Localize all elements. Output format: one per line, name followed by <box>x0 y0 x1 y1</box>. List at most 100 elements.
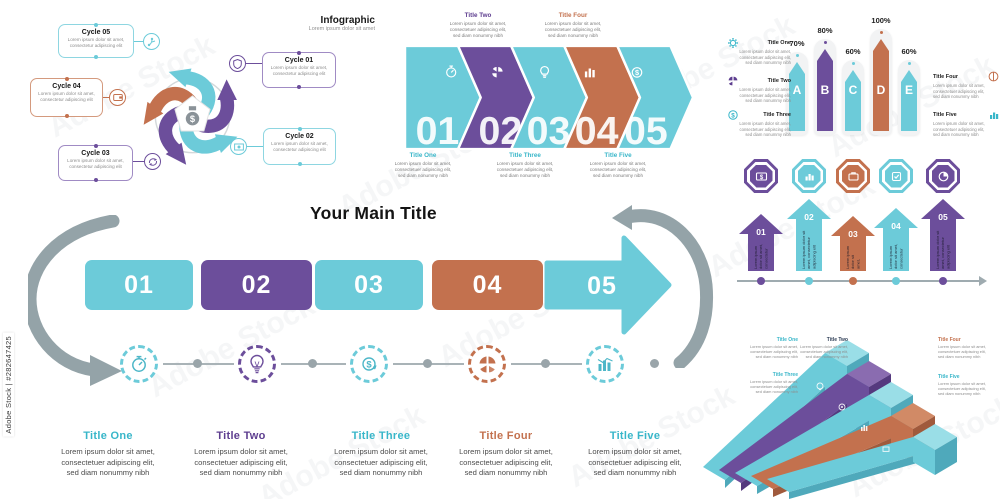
text: Lorem ipsum dolor sit amet, consectetuer … <box>933 83 985 100</box>
text: Lorem ipsum dolor sit amet, consectetuer … <box>194 447 288 478</box>
octagon-pie-icon <box>926 159 960 193</box>
text: Lorem ipsum dolor sit amet, consectetuer … <box>496 161 554 178</box>
bar-value: 100% <box>871 16 891 25</box>
timeline-dot <box>892 277 900 285</box>
cycle-card-text: consectetur adipiscing elit <box>273 147 326 153</box>
chevron-bottom-title-three: Title Three Lorem ipsum dolor sit amet, c… <box>479 152 571 179</box>
timeline-dot <box>757 277 765 285</box>
text: Lorem ipsum dolor sit amet, consectetuer … <box>739 49 791 66</box>
loop-arc-left <box>28 215 122 386</box>
bars-label-five: Title Five Lorem ipsum dolor sit amet, co… <box>933 109 999 138</box>
connector-dot <box>308 359 317 368</box>
cycle-swirl-arrows-icon: $ <box>143 68 238 165</box>
cycle-card-text: consectetur adipiscing elit <box>69 164 122 170</box>
shield-icon <box>229 55 246 72</box>
title: Title Five <box>609 430 661 442</box>
briefcase-icon <box>882 446 890 452</box>
arrow-number: 04 <box>891 221 901 231</box>
title: Title Four <box>479 430 533 442</box>
text: Lorem ipsum dolor sit amet, consectetuer … <box>588 447 682 478</box>
isometric-bars: $ <box>703 340 957 499</box>
step-number: 04 <box>472 270 503 299</box>
bar-track-e <box>898 60 920 135</box>
cycle-card-title: Cycle 02 <box>285 133 314 140</box>
title: Title Four <box>558 12 588 19</box>
arrow-text: Lorem ipsum dolor sit amet, consectetur … <box>888 243 904 269</box>
bar-track-b <box>814 39 836 135</box>
connector <box>133 161 145 162</box>
arrowhead-icon <box>612 205 632 230</box>
arrow-chart-infographic: $ 01 02 03 <box>727 152 1000 294</box>
dot <box>64 114 69 118</box>
title: Title Three <box>351 430 411 442</box>
svg-text:$: $ <box>635 68 639 77</box>
timeline-arrowhead-icon <box>979 276 987 286</box>
arrow-text: Lorem ipsum dolor sit amet, consectetur … <box>845 245 861 269</box>
money-icon <box>230 138 247 155</box>
bars-label-one: Title One Lorem ipsum dolor sit amet, con… <box>727 37 791 66</box>
pie-pieces-icon <box>727 75 738 86</box>
cycle-card-text: Lorem ipsum dolor sit amet, <box>67 158 124 164</box>
cycle-card-05: Cycle 05 Lorem ipsum dolor sit amet, cons… <box>58 23 134 59</box>
dollar-sync-icon: $ <box>350 345 388 383</box>
title: Title One <box>776 337 798 343</box>
dot <box>823 41 827 44</box>
timeline-dot <box>939 277 947 285</box>
arrow-number: 05 <box>938 212 948 222</box>
step-number: 01 <box>124 270 154 299</box>
cycle-card-text: Lorem ipsum dolor sit amet, <box>271 141 328 147</box>
wallet-icon <box>109 89 126 106</box>
flow-step-01: 01 <box>85 260 193 310</box>
cycle-card-title: Cycle 03 <box>81 150 110 157</box>
connector <box>134 41 144 42</box>
watermark-side-label: Adobe Stock | #282647425 <box>3 333 14 437</box>
cycle-card-03: Cycle 03 Lorem ipsum dolor sit amet, cons… <box>58 144 133 182</box>
chevron-number: 04 <box>575 109 619 150</box>
bar-chart-icon <box>988 109 999 120</box>
arrow-number: 02 <box>804 212 814 222</box>
pie-pieces-icon <box>468 345 506 383</box>
arrow-number: 01 <box>756 227 766 237</box>
sync-icon <box>144 153 161 170</box>
bar-c <box>845 70 861 131</box>
bars-label-two: Title Two Lorem ipsum dolor sit amet, con… <box>727 75 791 104</box>
cycle-heading-subtitle: Lorem ipsum dolor sit amet <box>308 26 375 32</box>
text: Lorem ipsum dolor sit amet, consectetuer … <box>938 344 987 360</box>
bars-label-three: $ Title Three Lorem ipsum dolor sit amet… <box>727 109 791 138</box>
flow-step-03: 03 <box>315 260 423 310</box>
bar-label: A <box>792 83 802 97</box>
flow-step-04: 04 <box>432 260 543 310</box>
title: Title Three <box>509 152 541 159</box>
cycle-infographic: Infographic Lorem ipsum dolor sit amet <box>30 10 375 195</box>
up-arrows <box>739 199 965 271</box>
gear-icon <box>727 37 738 48</box>
title: Title One <box>83 430 133 442</box>
cycle-card-04: Cycle 04 Lorem ipsum dolor sit amet, cons… <box>30 77 103 118</box>
cycle-card-02: Cycle 02 Lorem ipsum dolor sit amet, cons… <box>263 127 336 166</box>
bar-track-a <box>786 52 808 135</box>
cycle-card-text: Lorem ipsum dolor sit amet, <box>67 37 125 43</box>
arrowhead-icon <box>90 355 122 386</box>
lightbulb-icon <box>816 382 824 391</box>
cycle-card-title: Cycle 04 <box>52 83 81 90</box>
text: Lorem ipsum dolor sit amet, consectetuer … <box>799 344 848 360</box>
text: Lorem ipsum dolor sit amet, consectetuer … <box>449 21 507 38</box>
bar-value: 60% <box>845 47 861 56</box>
title: Title Five <box>938 374 960 380</box>
iso-label-five: Title Five Lorem ipsum dolor sit amet, co… <box>938 374 996 396</box>
footer-block-one: Title One Lorem ipsum dolor sit amet, con… <box>33 430 183 479</box>
text: Lorem ipsum dolor sit amet, consectetuer … <box>739 121 791 138</box>
bar-label: E <box>904 83 913 97</box>
bar-chart-infographic: 70% 80% 60% 100% 60% A B C D E Title One… <box>727 15 1000 148</box>
bar-label: B <box>820 83 830 97</box>
cycle-card-text: consectetur adipiscing elit <box>40 97 93 103</box>
dot <box>94 55 98 59</box>
title: Title Four <box>938 337 961 343</box>
text: Lorem ipsum dolor sit amet, consectetuer … <box>739 87 791 104</box>
chart-icon <box>861 425 868 431</box>
dollar-circle-icon: $ <box>727 109 738 120</box>
chevron-arrows: 01 02 03 04 05 <box>405 45 695 150</box>
footer-block-two: Title Two Lorem ipsum dolor sit amet, con… <box>166 430 316 479</box>
arrow-text: Lorem ipsum dolor sit amet, consectetur … <box>935 230 951 269</box>
